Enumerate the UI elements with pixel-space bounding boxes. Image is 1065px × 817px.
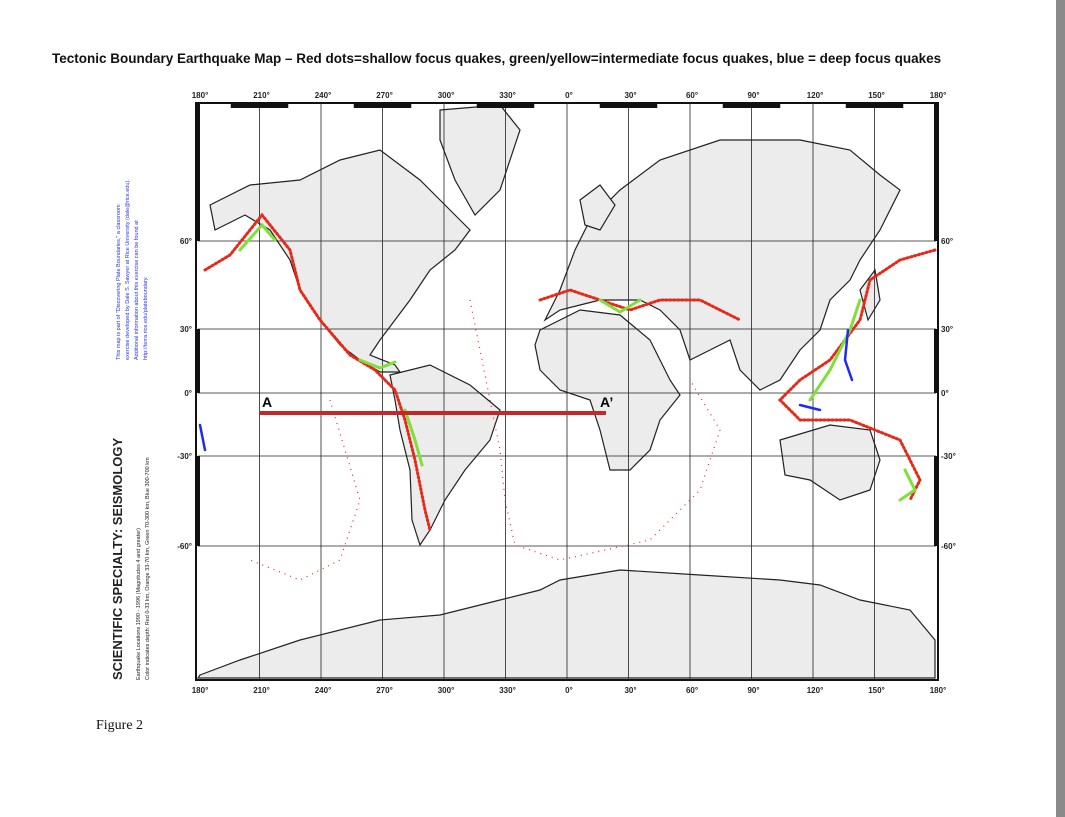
lon-label-bottom: 300° [438, 686, 455, 695]
lon-label-bottom: 0° [565, 686, 573, 695]
credit-note: Additional information about this exerci… [134, 220, 140, 360]
lon-label-top: 180° [930, 91, 947, 100]
frame-bar [196, 329, 200, 393]
frame-bar [934, 103, 938, 241]
credit-note: This map is part of "Discovering Plate B… [116, 204, 122, 360]
page-edge [1056, 0, 1065, 817]
credit-note: exercise developed by Dale S. Sawyer at … [125, 179, 131, 360]
lon-label-top: 330° [499, 91, 516, 100]
frame-bar [934, 456, 938, 546]
frame-tick [353, 103, 412, 108]
frame-tick [845, 103, 904, 108]
frame-tick [476, 103, 535, 108]
sidebar-text: Earthquake Locations 1990 - 1996 (Magnit… [116, 179, 151, 680]
lon-label-top: 180° [192, 91, 209, 100]
frame-bar [196, 456, 200, 546]
lon-label-bottom: 210° [253, 686, 270, 695]
lon-label-top: 240° [315, 91, 332, 100]
lon-label-top: 120° [807, 91, 824, 100]
data-note: Color indicates depth: Red 0-33 km, Oran… [145, 457, 151, 680]
lat-label-left: 30° [180, 325, 192, 334]
lon-label-top: 60° [686, 91, 698, 100]
lon-label-top: 210° [253, 91, 270, 100]
title: Tectonic Boundary Earthquake Map – Red d… [52, 51, 942, 66]
lon-label-top: 90° [747, 91, 759, 100]
lon-label-top: 150° [868, 91, 885, 100]
lon-label-bottom: 120° [807, 686, 824, 695]
data-note: Earthquake Locations 1990 - 1996 (Magnit… [136, 528, 142, 680]
land [196, 104, 936, 679]
lon-label-top: 30° [624, 91, 636, 100]
frame-tick [599, 103, 658, 108]
lat-label-left: -30° [177, 452, 192, 461]
lon-label-bottom: 240° [315, 686, 332, 695]
frame-bar [934, 329, 938, 393]
lon-label-bottom: 270° [376, 686, 393, 695]
lon-label-bottom: 90° [747, 686, 759, 695]
sidebar-heading: SCIENTIFIC SPECIALTY: SEISMOLOGY [110, 437, 125, 680]
lon-label-bottom: 150° [868, 686, 885, 695]
quake-belts [198, 212, 937, 581]
lat-label-left: -60° [177, 542, 192, 551]
frame-bar [196, 103, 200, 241]
lat-label-left: 60° [180, 237, 192, 246]
lon-label-bottom: 180° [930, 686, 947, 695]
section-start: A [262, 394, 272, 410]
frame-tick [722, 103, 781, 108]
graticule: 180° 180° 210° 210° 240° 240° 270° 270° 300° 300°… [177, 91, 956, 695]
lat-label-right: -30° [941, 452, 956, 461]
lon-label-top: 270° [376, 91, 393, 100]
lat-label-right: -60° [941, 542, 956, 551]
lon-label-top: 0° [565, 91, 573, 100]
frame-tick [230, 103, 289, 108]
lat-label-right: 30° [941, 325, 953, 334]
lon-label-bottom: 30° [624, 686, 636, 695]
lat-label-left: 0° [184, 389, 192, 398]
caption: Figure 2 [96, 718, 144, 733]
lon-label-bottom: 180° [192, 686, 209, 695]
lon-label-bottom: 60° [686, 686, 698, 695]
section-end: A’ [600, 394, 613, 410]
credit-note: http://terra.rice.edu/plateboundary. [143, 276, 149, 360]
lon-label-top: 300° [438, 91, 455, 100]
lat-label-right: 0° [941, 389, 949, 398]
lat-label-right: 60° [941, 237, 953, 246]
lon-label-bottom: 330° [499, 686, 516, 695]
